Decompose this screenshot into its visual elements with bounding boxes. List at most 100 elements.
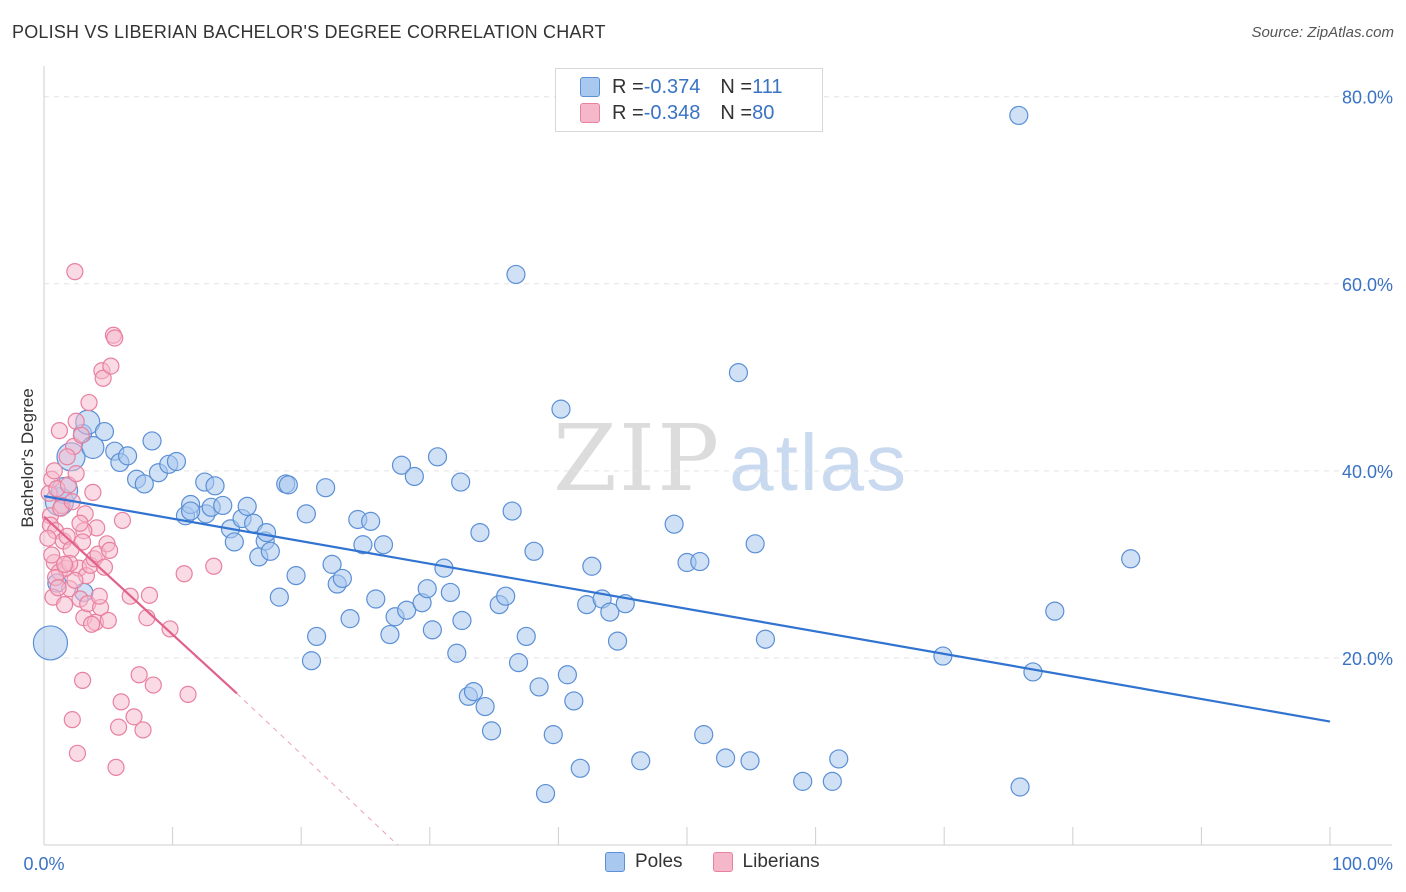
liberians-point	[113, 511, 132, 530]
legend-liberians-label: Liberians	[742, 851, 820, 872]
liberians-point	[66, 571, 84, 589]
liberians-legend-swatch-icon	[712, 852, 733, 872]
watermark-atlas: atlas	[729, 418, 909, 507]
liberians-n-value: 80	[752, 101, 775, 124]
liberians-point	[72, 426, 90, 444]
legend-poles-label: Poles	[635, 851, 683, 872]
series-legend: Poles Liberians	[605, 851, 850, 873]
liberians-point	[125, 708, 143, 726]
poles-point	[600, 602, 620, 622]
poles-point	[380, 624, 400, 645]
legend-item-poles[interactable]: Poles	[605, 851, 683, 873]
poles-point	[664, 514, 684, 534]
poles-point	[142, 431, 162, 451]
poles-point	[361, 511, 381, 531]
correlation-legend: R = -0.374 N = 111 R = -0.348 N = 80	[555, 68, 823, 132]
poles-point	[213, 495, 233, 516]
liberians-point	[107, 758, 125, 776]
liberians-r-value: -0.348	[643, 101, 701, 124]
liberians-point	[175, 565, 193, 583]
poles-point	[564, 691, 584, 711]
chart-title: POLISH VS LIBERIAN BACHELOR'S DEGREE COR…	[12, 22, 606, 42]
poles-point	[524, 541, 544, 561]
poles-point	[404, 466, 424, 487]
poles-point	[475, 696, 495, 717]
poles-point	[451, 472, 471, 492]
poles-point	[353, 535, 373, 555]
poles-point	[715, 748, 736, 768]
poles-n-value: 111	[752, 75, 783, 98]
poles-point	[745, 534, 765, 554]
poles-point	[32, 625, 69, 661]
poles-point	[502, 501, 522, 521]
liberians-point	[39, 529, 57, 547]
liberians-point	[80, 393, 98, 412]
poles-point	[166, 451, 187, 472]
liberians-point	[95, 558, 114, 576]
poles-point	[570, 758, 590, 778]
poles-point	[332, 568, 352, 589]
liberians-point	[109, 718, 128, 736]
liberians-point	[43, 546, 61, 564]
liberians-point	[73, 671, 92, 689]
poles-point	[1121, 549, 1141, 569]
poles-point	[117, 446, 138, 466]
poles-point	[340, 609, 360, 629]
liberians-point	[71, 514, 89, 532]
poles-point	[440, 582, 460, 603]
poles-point	[427, 447, 448, 467]
liberians-point	[45, 462, 63, 480]
x-tick-label: 100.0%	[1332, 854, 1393, 874]
source-label: Source: ZipAtlas.com	[1251, 24, 1394, 41]
poles-point	[237, 496, 257, 516]
x-tick-label: 0.0%	[23, 854, 64, 874]
poles-point	[134, 474, 154, 494]
poles-point	[470, 522, 490, 543]
liberians-point	[66, 263, 84, 281]
poles-point	[793, 771, 813, 791]
liberians-point	[130, 666, 148, 684]
y-tick-label: 60.0%	[1342, 275, 1393, 295]
liberians-r-label: R =	[612, 101, 644, 124]
poles-point	[694, 725, 714, 745]
poles-point	[94, 421, 115, 442]
liberians-point	[73, 533, 92, 551]
poles-point	[557, 665, 578, 685]
liberians-point	[50, 422, 69, 440]
poles-point	[506, 264, 526, 285]
poles-point	[1010, 777, 1030, 797]
liberians-point	[94, 369, 112, 387]
poles-r-value: -0.374	[643, 75, 701, 98]
poles-point	[1045, 601, 1065, 621]
poles-point	[829, 749, 849, 769]
liberians-point	[55, 555, 74, 573]
liberians-point	[49, 579, 67, 597]
liberians-point	[102, 357, 120, 375]
poles-point	[463, 681, 484, 702]
poles-point	[535, 783, 556, 804]
poles-point	[224, 532, 244, 552]
poles-point	[296, 504, 316, 524]
poles-point	[322, 554, 342, 574]
poles-point	[307, 626, 327, 647]
liberians-point	[134, 721, 152, 739]
liberians-point	[84, 483, 102, 501]
poles-point	[181, 501, 201, 521]
poles-point	[373, 535, 394, 555]
poles-point	[728, 363, 749, 383]
poles-point	[631, 751, 651, 771]
poles-point	[933, 646, 953, 666]
poles-point	[447, 643, 467, 663]
poles-point	[1009, 105, 1029, 126]
poles-trend-line	[43, 495, 1331, 723]
liberians-swatch-icon	[580, 103, 600, 123]
liberians-point	[140, 586, 159, 604]
poles-point	[301, 651, 322, 671]
y-tick-label: 40.0%	[1342, 462, 1393, 482]
poles-point	[417, 579, 437, 599]
poles-point	[822, 771, 842, 791]
legend-row-liberians: R = -0.348 N = 80	[580, 100, 774, 126]
legend-item-liberians[interactable]: Liberians	[712, 851, 820, 873]
watermark-zip: ZIP	[553, 405, 722, 512]
